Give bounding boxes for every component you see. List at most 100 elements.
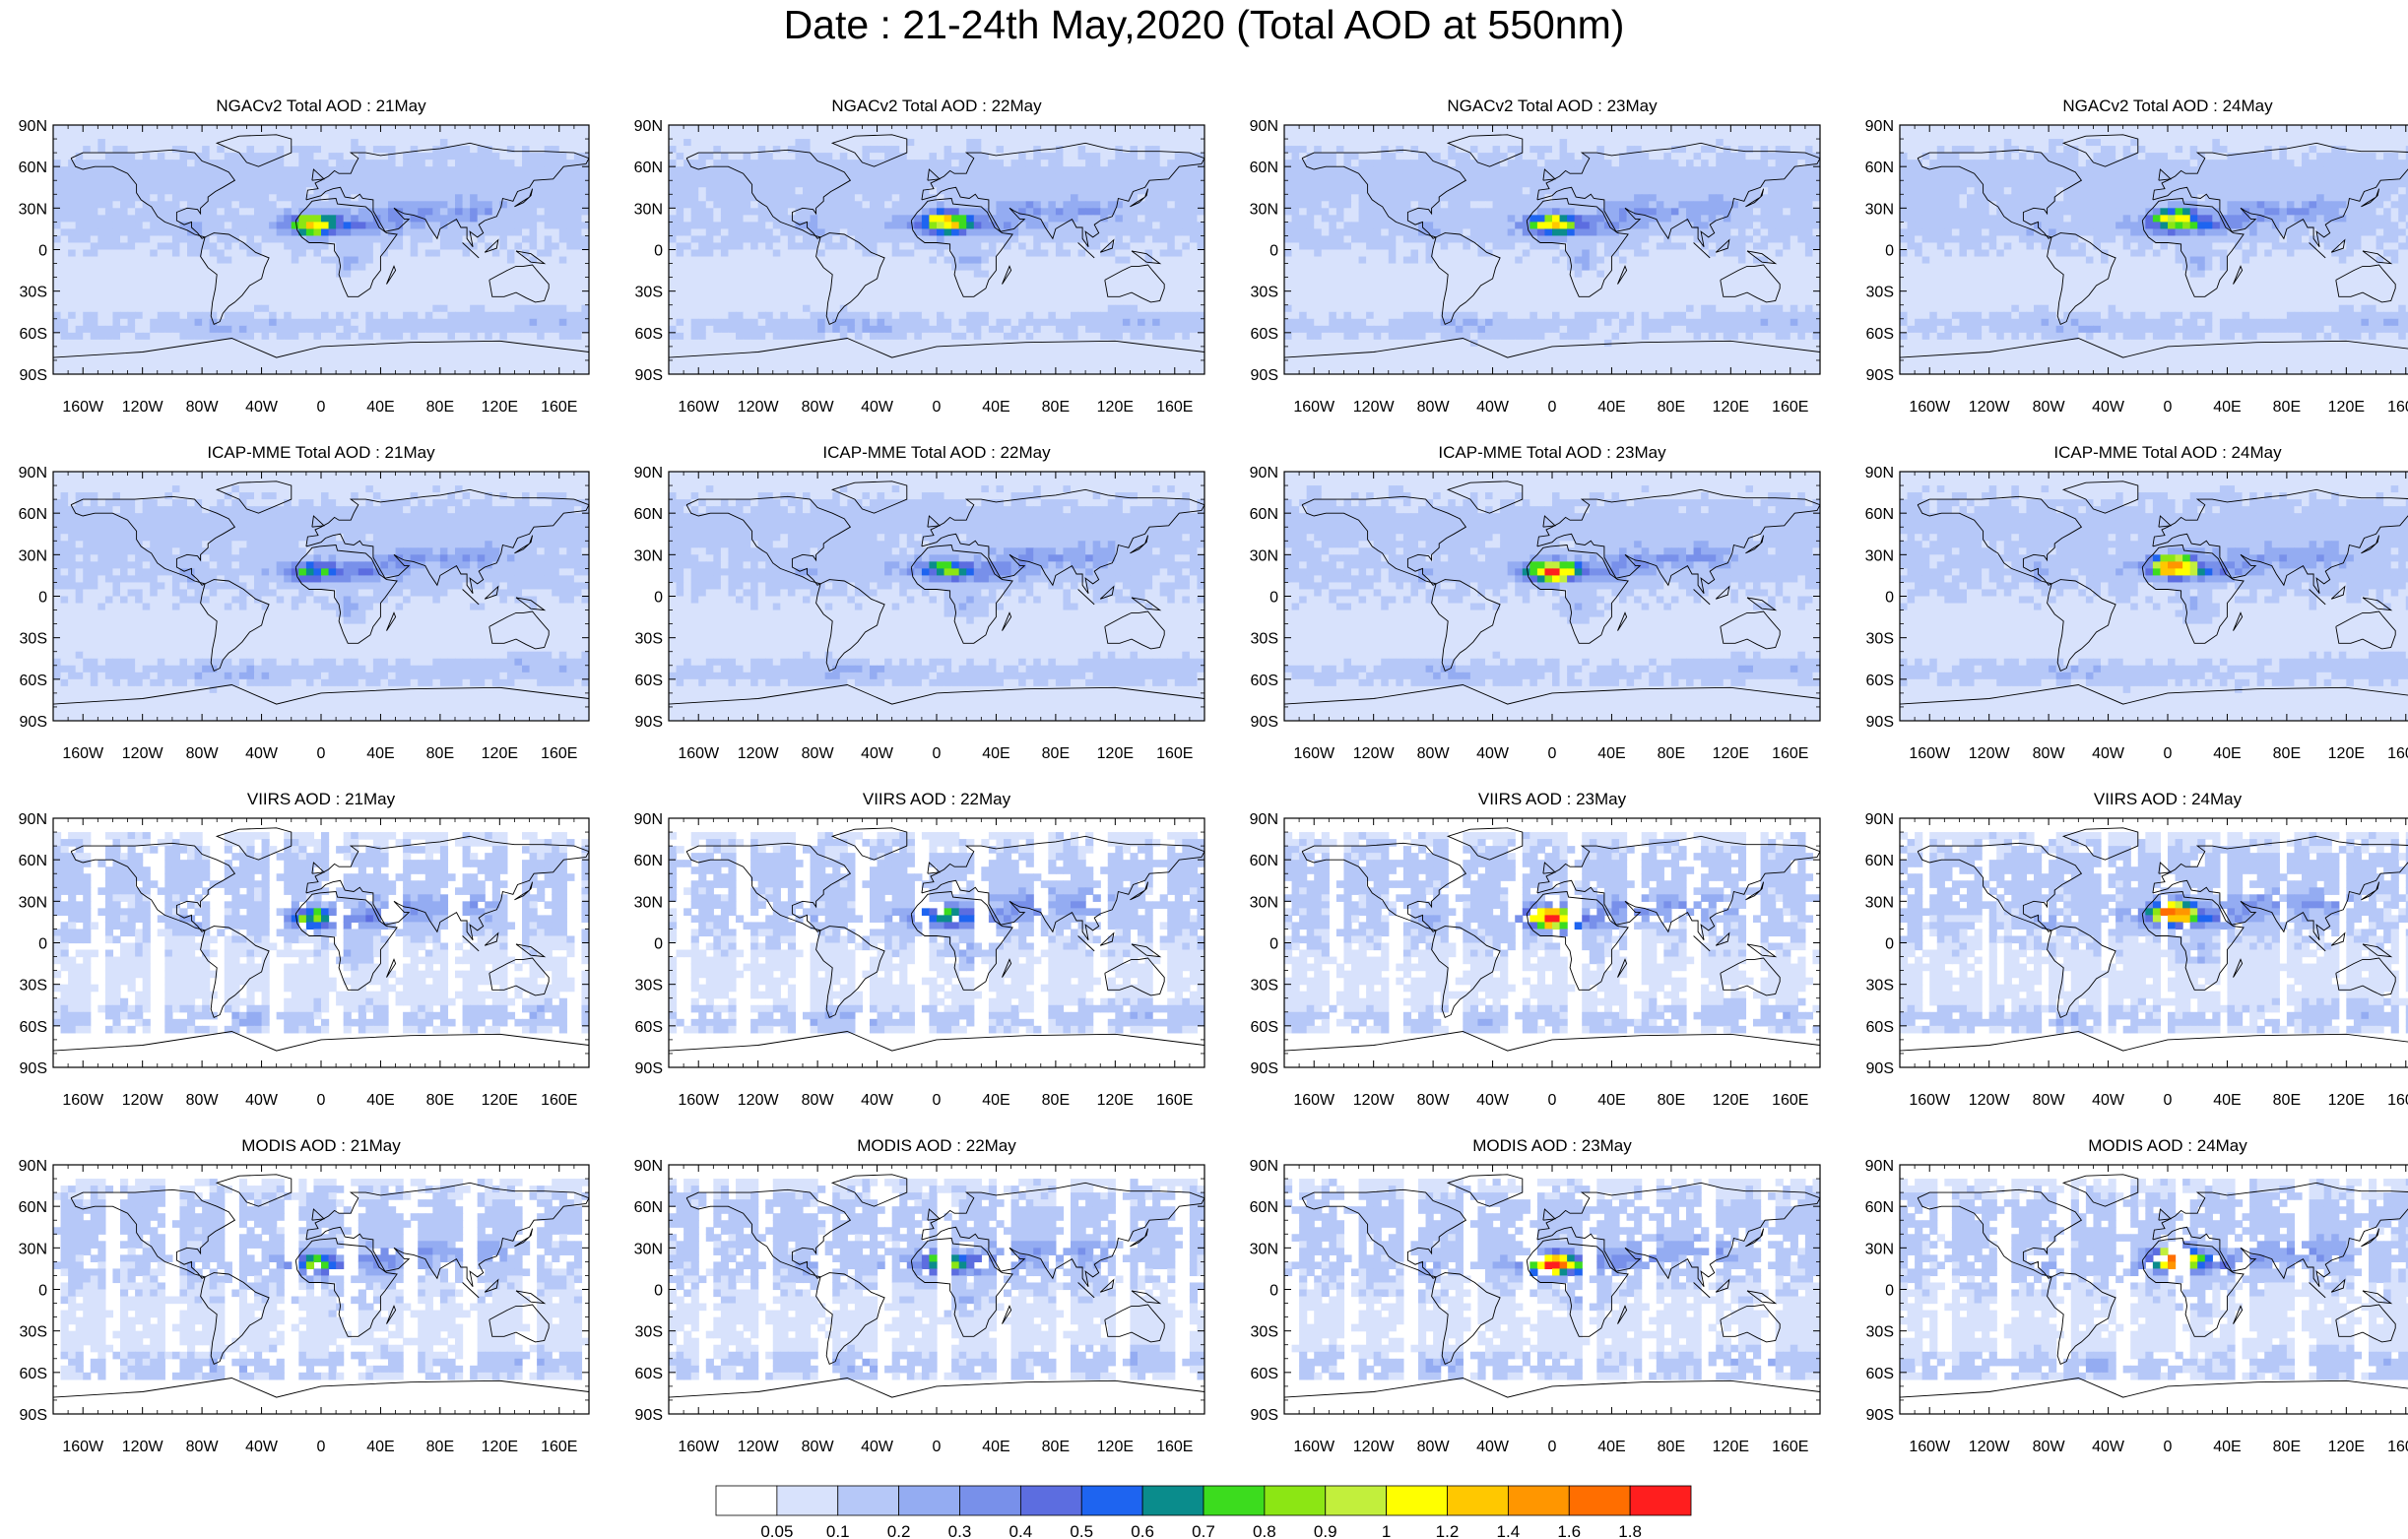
aod-cell: [194, 318, 203, 327]
aod-cell: [305, 284, 315, 292]
aod-cell: [491, 366, 500, 374]
aod-cell: [343, 146, 352, 154]
aod-cell: [996, 263, 1005, 272]
aod-cell: [973, 132, 982, 140]
aod-cell: [1189, 249, 1199, 258]
aod-cell: [217, 242, 226, 251]
aod-cell: [544, 187, 553, 195]
aod-cell: [914, 180, 923, 188]
aod-cell: [958, 242, 967, 251]
aod-cell: [566, 311, 575, 320]
aod-cell: [1159, 263, 1168, 272]
aod-cell: [98, 353, 106, 361]
aod-cell: [127, 160, 136, 167]
aod-cell: [862, 290, 871, 299]
aod-cell: [1048, 263, 1057, 272]
aod-cell: [884, 235, 893, 244]
aod-cell: [403, 132, 412, 140]
aod-cell: [529, 318, 538, 327]
aod-cell: [803, 290, 812, 299]
aod-cell: [1122, 242, 1132, 251]
aod-cell: [187, 215, 196, 223]
aod-cell: [1055, 235, 1065, 244]
aod-cell: [705, 325, 714, 334]
aod-cell: [365, 290, 374, 299]
aod-cell: [403, 160, 412, 167]
aod-cell: [447, 242, 456, 251]
aod-cell: [1159, 215, 1168, 223]
aod-cell: [246, 284, 255, 292]
aod-cell: [772, 270, 781, 279]
aod-cell: [83, 132, 92, 140]
aod-cell: [944, 235, 952, 244]
aod-cell: [343, 297, 352, 306]
aod-cell: [537, 215, 546, 223]
aod-cell: [75, 249, 84, 258]
aod-cell: [1138, 208, 1146, 216]
aod-cell: [854, 256, 864, 265]
aod-cell: [447, 208, 456, 216]
aod-cell: [529, 353, 538, 361]
aod-cell: [202, 256, 211, 265]
aod-cell: [112, 270, 121, 279]
aod-cell: [506, 297, 516, 306]
aod-cell: [750, 332, 759, 341]
aod-cell: [921, 228, 931, 237]
aod-cell: [328, 166, 337, 174]
aod-cell: [537, 228, 546, 237]
aod-cell: [179, 256, 188, 265]
aod-field: [53, 125, 589, 374]
aod-cell: [238, 277, 248, 286]
aod-cell: [522, 318, 531, 327]
aod-cell: [1159, 173, 1168, 181]
aod-cell: [187, 166, 196, 174]
aod-cell: [439, 256, 449, 265]
aod-cell: [713, 325, 722, 334]
aod-cell: [60, 263, 69, 272]
aod-cell: [698, 125, 707, 133]
aod-cell: [276, 256, 285, 265]
aod-cell: [544, 173, 553, 181]
aod-cell: [944, 166, 952, 174]
aod-cell: [522, 346, 531, 354]
aod-cell: [981, 270, 990, 279]
aod-cell: [343, 284, 352, 292]
aod-cell: [112, 222, 121, 230]
aod-cell: [238, 359, 248, 368]
aod-cell: [477, 222, 486, 230]
aod-cell: [832, 139, 841, 147]
aod-cell: [142, 215, 151, 223]
aod-cell: [1085, 263, 1094, 272]
aod-cell: [112, 228, 121, 237]
aod-cell: [891, 242, 900, 251]
aod-cell: [104, 235, 114, 244]
aod-cell: [164, 284, 173, 292]
aod-cell: [743, 339, 751, 348]
aod-cell: [60, 215, 69, 223]
aod-cell: [455, 228, 464, 237]
aod-cell: [336, 166, 345, 174]
aod-cell: [424, 249, 433, 258]
aod-cell: [996, 146, 1005, 154]
aod-cell: [973, 311, 982, 320]
aod-cell: [98, 146, 106, 154]
aod-cell: [824, 277, 833, 286]
aod-cell: [1004, 139, 1012, 147]
aod-cell: [705, 339, 714, 348]
aod-cell: [795, 208, 804, 216]
aod-cell: [581, 263, 589, 272]
aod-cell: [765, 153, 774, 160]
aod-cell: [877, 132, 885, 140]
aod-cell: [395, 304, 404, 313]
aod-cell: [388, 166, 397, 174]
aod-cell: [231, 208, 240, 216]
aod-cell: [921, 153, 931, 160]
aod-cell: [447, 194, 456, 202]
aod-cell: [728, 256, 737, 265]
aod-cell: [142, 235, 151, 244]
aod-cell: [929, 166, 938, 174]
aod-cell: [824, 325, 833, 334]
aod-cell: [485, 284, 493, 292]
aod-cell: [522, 242, 531, 251]
aod-cell: [217, 166, 226, 174]
